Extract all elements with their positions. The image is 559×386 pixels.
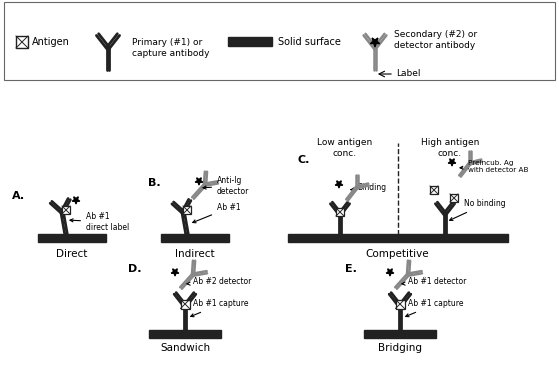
- Text: High antigen
conc.: High antigen conc.: [421, 138, 479, 158]
- Text: Binding: Binding: [351, 183, 386, 193]
- Bar: [38, 234, 106, 242]
- Bar: [183, 206, 191, 214]
- Polygon shape: [72, 197, 80, 204]
- Text: Sandwich: Sandwich: [160, 343, 210, 353]
- Bar: [16, 36, 28, 48]
- Text: Secondary (#2) or
detector antibody: Secondary (#2) or detector antibody: [394, 30, 477, 50]
- Bar: [396, 300, 405, 308]
- Text: Anti-Ig
detector: Anti-Ig detector: [203, 176, 249, 196]
- Bar: [149, 330, 221, 338]
- Text: Ab #1 detector: Ab #1 detector: [402, 278, 466, 286]
- Polygon shape: [370, 38, 380, 47]
- Bar: [161, 234, 229, 242]
- Bar: [181, 300, 190, 308]
- Text: Ab #1: Ab #1: [193, 203, 240, 223]
- Bar: [364, 330, 436, 338]
- Text: E.: E.: [345, 264, 357, 274]
- Bar: [450, 194, 458, 202]
- Text: Indirect: Indirect: [175, 249, 215, 259]
- Text: D.: D.: [128, 264, 141, 274]
- Text: Solid surface: Solid surface: [278, 37, 341, 47]
- Text: Preincub. Ag
with detector AB: Preincub. Ag with detector AB: [460, 159, 528, 173]
- Polygon shape: [195, 178, 203, 185]
- Text: Primary (#1) or
capture antibody: Primary (#1) or capture antibody: [132, 38, 210, 58]
- Text: Ab #1
direct label: Ab #1 direct label: [70, 212, 129, 232]
- Text: Ab #1 capture: Ab #1 capture: [406, 300, 463, 317]
- Bar: [430, 186, 438, 194]
- Text: A.: A.: [12, 191, 25, 201]
- Bar: [336, 208, 344, 216]
- Text: Direct: Direct: [56, 249, 88, 259]
- Bar: [4, 2, 555, 80]
- Text: Competitive: Competitive: [366, 249, 429, 259]
- Bar: [62, 206, 70, 214]
- Text: Label: Label: [396, 69, 420, 78]
- Text: Low antigen
conc.: Low antigen conc.: [318, 138, 373, 158]
- Polygon shape: [386, 269, 394, 276]
- Text: Ab #2 detector: Ab #2 detector: [187, 278, 252, 286]
- Text: Antigen: Antigen: [32, 37, 70, 47]
- Text: No binding: No binding: [449, 200, 506, 220]
- Polygon shape: [448, 159, 456, 166]
- Bar: [287, 234, 508, 242]
- Polygon shape: [171, 269, 179, 276]
- Text: C.: C.: [298, 155, 310, 165]
- Polygon shape: [335, 181, 343, 188]
- Text: B.: B.: [148, 178, 160, 188]
- Bar: [228, 37, 272, 46]
- Text: Bridging: Bridging: [378, 343, 422, 353]
- Text: Ab #1 capture: Ab #1 capture: [191, 300, 249, 317]
